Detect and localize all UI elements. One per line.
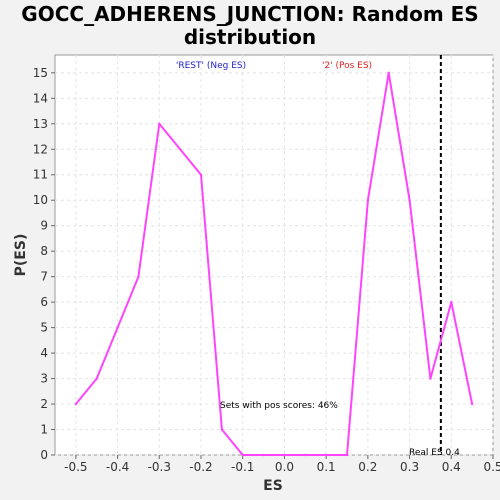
y-axis-label: P(ES): [13, 234, 29, 277]
grid-lines: [55, 55, 494, 456]
y-tick-label: 14: [33, 91, 48, 105]
pos-scores-annotation: Sets with pos scores: 46%: [220, 401, 338, 411]
y-tick-label: 11: [33, 168, 48, 182]
y-tick-label: 5: [40, 321, 48, 335]
data-point: [116, 326, 119, 329]
series-lines: [74, 71, 474, 457]
chart-title-line1: GOCC_ADHERENS_JUNCTION: Random ES: [21, 2, 478, 26]
data-point: [137, 275, 140, 278]
legend-neg-es: 'REST' (Neg ES): [176, 61, 246, 71]
data-point: [262, 453, 265, 457]
x-tick-label: -0.2: [189, 460, 212, 474]
x-tick-label: 0.2: [358, 460, 377, 474]
y-tick-label: 9: [40, 219, 48, 233]
y-tick-label: 3: [40, 372, 48, 386]
chart-title-line2: distribution: [184, 25, 316, 49]
y-tick-label: 15: [33, 66, 48, 80]
data-point: [345, 453, 349, 457]
y-tick-label: 1: [40, 423, 48, 437]
y-tick-label: 13: [33, 117, 48, 131]
x-tick-label: -0.4: [106, 460, 129, 474]
real-es-annotation: Real ES 0.4: [409, 448, 460, 458]
y-tick-label: 0: [40, 448, 48, 462]
x-axis-ticks: -0.5 -0.4 -0.3 -0.2 -0.1 0.0 0.1 0.2 0.3 0.4 0.5: [64, 455, 500, 474]
data-point: [408, 199, 411, 202]
x-tick-label: -0.3: [148, 460, 171, 474]
x-tick-label: 0.3: [400, 460, 419, 474]
x-tick-label: 0.4: [442, 460, 461, 474]
data-point: [387, 71, 390, 75]
y-tick-label: 10: [33, 193, 48, 207]
data-point: [74, 402, 78, 406]
x-tick-label: 0.0: [275, 460, 294, 474]
data-point: [241, 453, 244, 457]
data-point: [199, 173, 203, 176]
y-tick-label: 2: [40, 397, 48, 411]
x-tick-label: -0.1: [231, 460, 254, 474]
y-tick-label: 8: [40, 244, 48, 258]
data-point: [450, 300, 453, 304]
data-point: [324, 453, 328, 457]
data-point: [470, 402, 474, 406]
y-tick-label: 6: [40, 295, 48, 309]
x-tick-label: -0.5: [64, 460, 87, 474]
data-point: [95, 377, 98, 380]
x-tick-label: 0.5: [483, 460, 500, 474]
plot-area: [54, 54, 494, 456]
y-tick-label: 4: [40, 346, 48, 360]
data-point: [366, 199, 370, 202]
y-tick-label: 12: [33, 142, 48, 156]
x-tick-label: 0.1: [317, 460, 336, 474]
data-point: [304, 453, 307, 457]
data-point: [283, 453, 286, 457]
legend-pos-es: '2' (Pos ES): [322, 61, 372, 71]
data-point: [429, 377, 432, 380]
data-point: [158, 122, 161, 125]
y-tick-label: 7: [40, 270, 48, 284]
x-axis-label: ES: [263, 478, 283, 494]
data-point: [220, 428, 224, 431]
